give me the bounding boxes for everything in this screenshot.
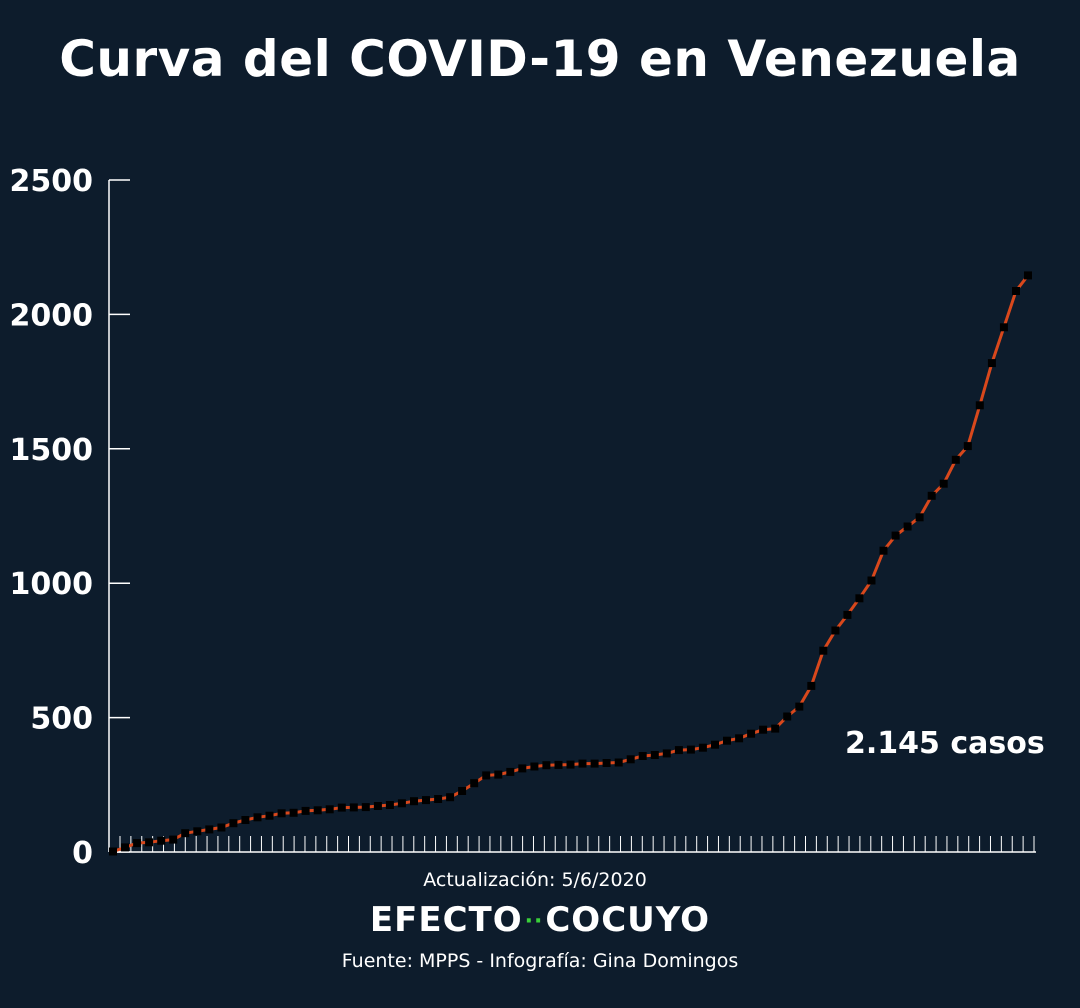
data-point — [927, 491, 936, 500]
data-point — [193, 827, 202, 836]
data-point — [711, 740, 719, 749]
data-point — [975, 401, 984, 410]
data-point — [662, 749, 671, 758]
chart-title: Curva del COVID-19 en Venezuela — [59, 30, 1021, 88]
y-tick-label: 500 — [30, 702, 93, 737]
data-point — [747, 729, 756, 738]
data-point — [987, 359, 996, 368]
data-point — [470, 779, 479, 788]
data-point — [843, 610, 852, 619]
data-point — [903, 522, 912, 531]
data-point — [121, 843, 129, 852]
data-point — [145, 838, 154, 847]
data-point — [361, 803, 370, 812]
data-point — [626, 755, 635, 764]
data-point — [181, 829, 190, 838]
data-point — [1012, 287, 1020, 295]
data-point — [385, 801, 394, 809]
data-point — [265, 811, 274, 820]
data-point — [795, 702, 804, 711]
data-point — [554, 760, 563, 769]
data-point — [241, 816, 250, 824]
y-tick-label: 1500 — [10, 433, 94, 468]
data-point — [289, 808, 298, 817]
data-point — [819, 646, 828, 655]
data-point — [638, 752, 647, 760]
data-point — [759, 725, 768, 734]
data-point — [771, 724, 780, 733]
update-date: Actualización: 5/6/2020 — [423, 869, 647, 891]
data-point — [410, 797, 418, 806]
data-point — [229, 819, 238, 828]
data-point — [530, 762, 539, 771]
data-point — [951, 455, 960, 464]
data-point — [674, 746, 683, 755]
data-point — [337, 803, 346, 812]
data-point — [855, 594, 864, 603]
data-point — [397, 799, 406, 808]
data-point — [735, 734, 744, 743]
data-point — [1024, 271, 1032, 280]
data-point — [253, 813, 262, 822]
data-point — [686, 745, 695, 754]
data-point — [542, 761, 551, 770]
data-point — [783, 712, 792, 721]
data-point — [723, 736, 731, 745]
data-point — [157, 836, 166, 845]
y-tick-label: 2500 — [10, 164, 94, 199]
brand-dots: ·· — [524, 909, 544, 934]
data-point — [867, 576, 876, 585]
data-point — [446, 793, 455, 802]
y-tick-label: 1000 — [10, 567, 94, 602]
data-point — [217, 823, 226, 832]
y-tick-label: 2000 — [10, 298, 94, 333]
data-point — [494, 770, 503, 779]
data-point — [325, 805, 334, 814]
data-point — [999, 323, 1008, 332]
data-point — [422, 796, 430, 805]
data-point — [313, 806, 322, 815]
brand-left: EFECTO — [369, 900, 523, 940]
data-point — [831, 626, 840, 635]
x-axis-ticks — [119, 836, 1035, 852]
data-point — [939, 479, 948, 488]
data-point — [506, 767, 515, 776]
data-point — [277, 809, 286, 818]
data-point — [133, 839, 142, 848]
brand-logo: EFECTO··COCUYO — [0, 900, 1080, 940]
data-point — [614, 758, 623, 767]
data-point — [301, 806, 310, 815]
data-point — [698, 743, 707, 752]
y-tick-label: 0 — [72, 836, 93, 870]
data-point — [205, 825, 214, 834]
data-point — [963, 442, 972, 451]
data-point — [807, 681, 816, 690]
data-point — [482, 771, 491, 780]
data-point — [650, 751, 659, 759]
data-point — [578, 759, 587, 768]
data-point — [915, 513, 924, 522]
data-point — [879, 546, 888, 555]
data-point — [373, 802, 382, 810]
data-point — [458, 787, 467, 795]
data-point — [434, 795, 443, 803]
data-point — [602, 759, 611, 767]
line-chart: 0 500 1000 1500 2000 2500 2.145 casos — [10, 164, 1045, 870]
chart-annotation: 2.145 casos — [845, 726, 1045, 761]
data-point — [169, 835, 178, 844]
data-point — [891, 531, 900, 540]
data-point — [590, 759, 599, 768]
data-point — [566, 760, 575, 769]
data-point — [109, 847, 117, 856]
data-point — [349, 803, 358, 812]
series-group — [109, 271, 1032, 856]
source-credits: Fuente: MPPS - Infografía: Gina Domingos — [341, 950, 739, 972]
brand-right: COCUYO — [545, 900, 711, 940]
data-point — [518, 764, 527, 773]
y-axis-ticks: 0 500 1000 1500 2000 2500 — [10, 164, 130, 870]
